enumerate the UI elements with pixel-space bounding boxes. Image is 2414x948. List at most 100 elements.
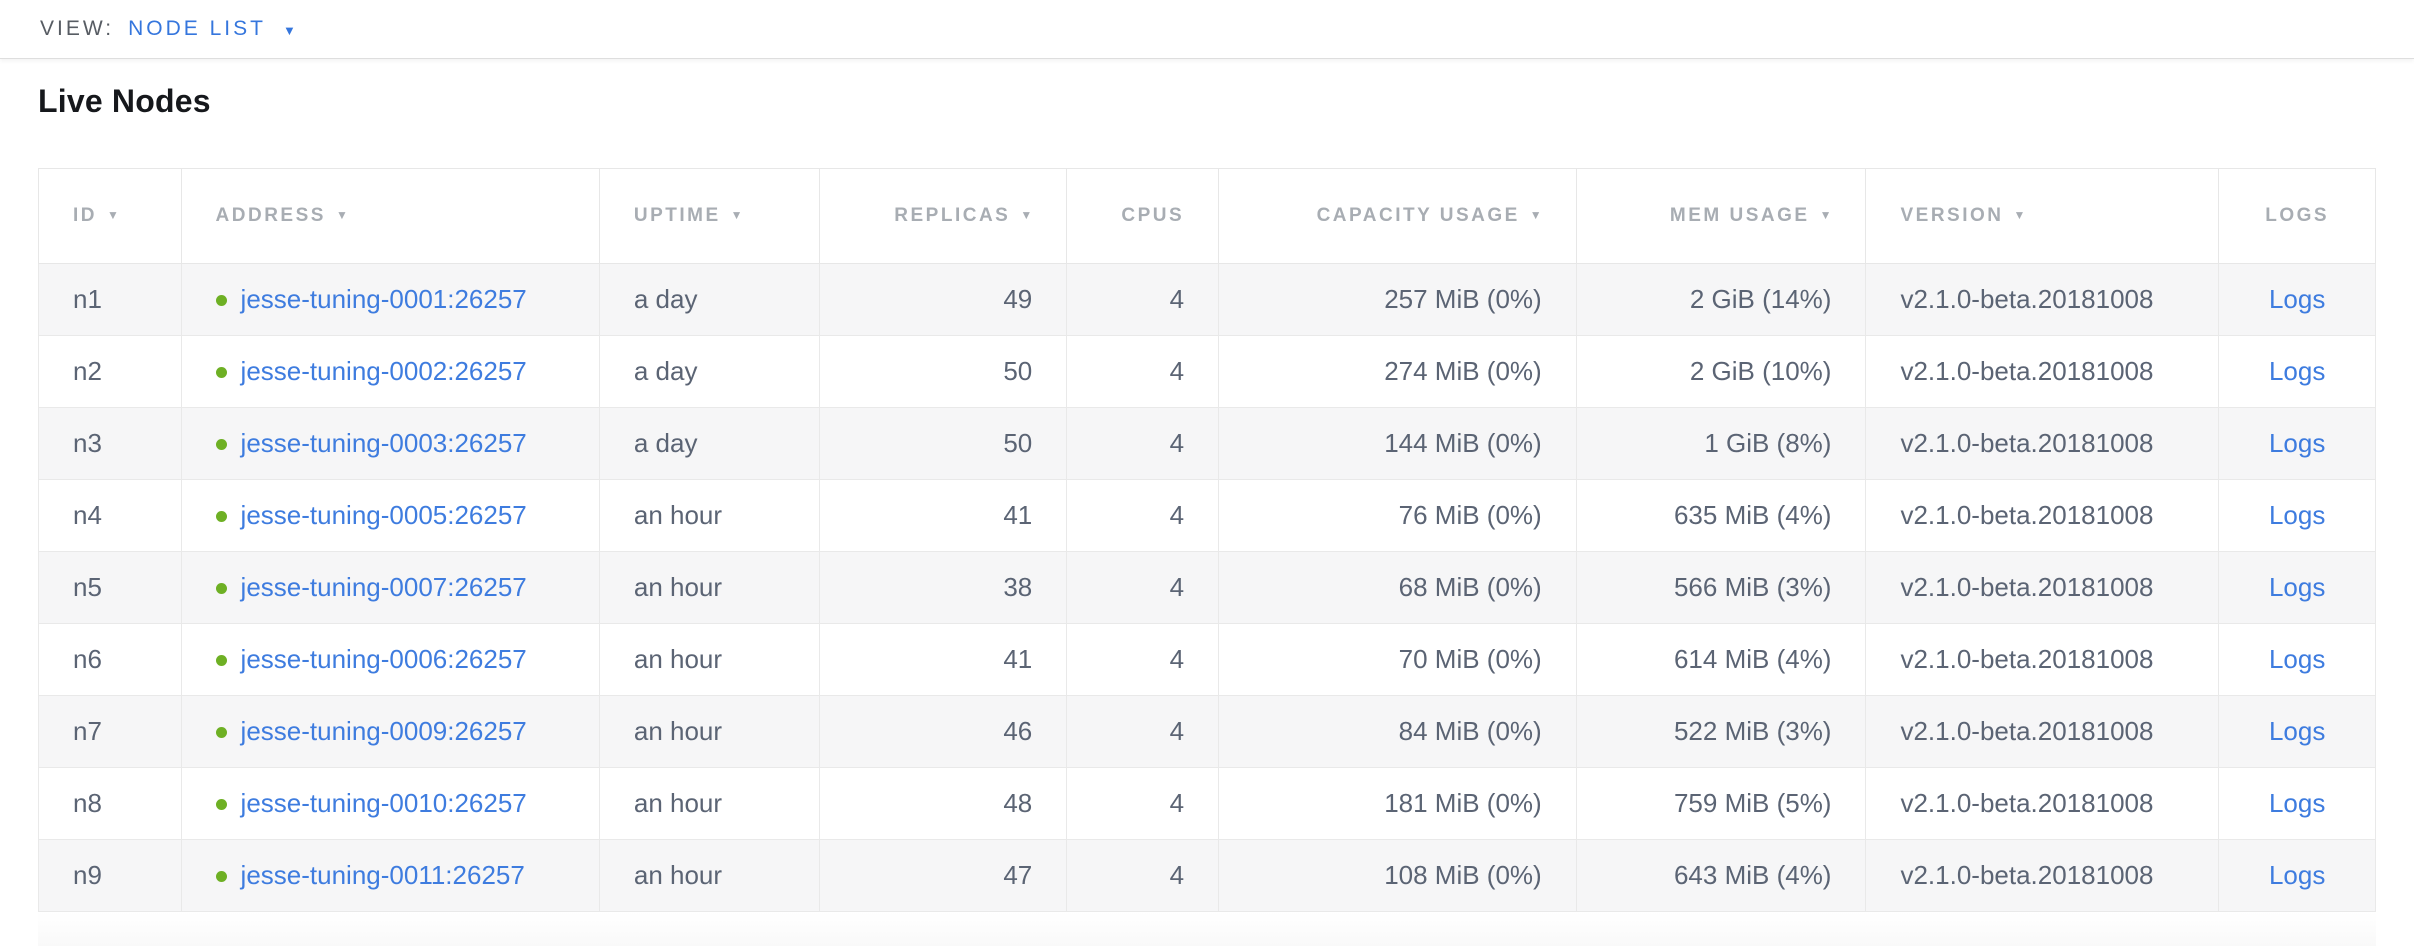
cell-replicas: 46: [818, 695, 1068, 768]
cell-version: v2.1.0-beta.20181008: [1865, 695, 2220, 768]
cell-address: jesse-tuning-0011:26257: [180, 839, 600, 912]
cell-logs: Logs: [2218, 767, 2376, 840]
cell-replicas: 50: [818, 335, 1068, 408]
cell-cpus: 4: [1066, 479, 1220, 552]
column-header-id[interactable]: ID ▼: [38, 168, 182, 264]
table-header-row: ID ▼ ADDRESS ▼ UPTIME ▼ REPLICAS ▼ CPUS CAPACITY …: [38, 168, 2376, 264]
column-label: ADDRESS: [215, 205, 326, 226]
cell-version: v2.1.0-beta.20181008: [1865, 551, 2220, 624]
cell-cpus: 4: [1066, 767, 1220, 840]
logs-link[interactable]: Logs: [2268, 572, 2326, 602]
cell-version: v2.1.0-beta.20181008: [1865, 479, 2220, 552]
sort-desc-icon: ▼: [335, 208, 348, 222]
bottom-fade: [38, 912, 2376, 946]
cell-capacity_usage: 68 MiB (0%): [1218, 551, 1577, 624]
cell-uptime: an hour: [598, 551, 820, 624]
cell-id: n9: [38, 839, 182, 912]
logs-link[interactable]: Logs: [2268, 788, 2326, 818]
node-status-live-dot: [215, 727, 227, 738]
cell-uptime: an hour: [598, 767, 820, 840]
view-dropdown-value: NODE LIST: [128, 17, 266, 40]
sort-desc-icon: ▼: [1819, 208, 1832, 222]
cell-address: jesse-tuning-0002:26257: [180, 335, 600, 408]
column-label: REPLICAS: [894, 205, 1011, 226]
node-address-link[interactable]: jesse-tuning-0005:26257: [240, 500, 527, 530]
cell-address: jesse-tuning-0005:26257: [180, 479, 600, 552]
cell-uptime: a day: [598, 407, 820, 480]
cell-mem_usage: 2 GiB (10%): [1575, 335, 1867, 408]
node-address-link[interactable]: jesse-tuning-0011:26257: [240, 860, 525, 890]
column-header-capacity_usage[interactable]: CAPACITY USAGE ▼: [1218, 168, 1577, 264]
cell-mem_usage: 759 MiB (5%): [1575, 767, 1867, 840]
cell-mem_usage: 2 GiB (14%): [1575, 263, 1867, 336]
cell-cpus: 4: [1066, 839, 1220, 912]
cell-logs: Logs: [2218, 839, 2376, 912]
node-status-live-dot: [215, 655, 227, 666]
logs-link[interactable]: Logs: [2268, 860, 2326, 890]
table-row: n2 jesse-tuning-0002:26257 a day 50 4 274 MiB…: [38, 335, 2376, 408]
cell-capacity_usage: 144 MiB (0%): [1218, 407, 1577, 480]
main-content: Live Nodes ID ▼ ADDRESS ▼ UPTIME ▼ REPLICAS ▼ CP…: [0, 83, 2414, 946]
logs-link[interactable]: Logs: [2268, 716, 2326, 746]
logs-link[interactable]: Logs: [2268, 356, 2326, 386]
logs-link[interactable]: Logs: [2268, 500, 2326, 530]
node-address-link[interactable]: jesse-tuning-0009:26257: [240, 716, 527, 746]
table-row: n8 jesse-tuning-0010:26257 an hour 48 4 181 M…: [38, 767, 2376, 840]
node-status-live-dot: [215, 871, 227, 882]
cell-mem_usage: 1 GiB (8%): [1575, 407, 1867, 480]
cell-replicas: 47: [818, 839, 1068, 912]
column-header-replicas[interactable]: REPLICAS ▼: [818, 168, 1068, 264]
cell-id: n4: [38, 479, 182, 552]
node-status-live-dot: [215, 439, 227, 450]
node-address-link[interactable]: jesse-tuning-0006:26257: [240, 644, 527, 674]
cell-logs: Logs: [2218, 263, 2376, 336]
column-header-logs: LOGS: [2218, 168, 2376, 264]
sort-desc-icon: ▼: [107, 208, 119, 222]
cell-uptime: an hour: [598, 479, 820, 552]
node-status-live-dot: [215, 367, 227, 378]
cell-mem_usage: 643 MiB (4%): [1575, 839, 1867, 912]
node-address-link[interactable]: jesse-tuning-0010:26257: [240, 788, 527, 818]
column-header-uptime[interactable]: UPTIME ▼: [598, 168, 820, 264]
cell-capacity_usage: 76 MiB (0%): [1218, 479, 1577, 552]
cell-address: jesse-tuning-0009:26257: [180, 695, 600, 768]
cell-logs: Logs: [2218, 335, 2376, 408]
chevron-down-icon: ▼: [282, 22, 296, 38]
column-header-address[interactable]: ADDRESS ▼: [180, 168, 600, 264]
cell-mem_usage: 566 MiB (3%): [1575, 551, 1867, 624]
node-address-link[interactable]: jesse-tuning-0007:26257: [240, 572, 527, 602]
cell-version: v2.1.0-beta.20181008: [1865, 335, 2220, 408]
sort-desc-icon: ▼: [1529, 208, 1542, 222]
node-address-link[interactable]: jesse-tuning-0002:26257: [240, 356, 527, 386]
page-title: Live Nodes: [38, 83, 211, 119]
cell-version: v2.1.0-beta.20181008: [1865, 623, 2220, 696]
column-header-version[interactable]: VERSION ▼: [1865, 168, 2220, 264]
node-address-link[interactable]: jesse-tuning-0001:26257: [240, 284, 527, 314]
cell-replicas: 48: [818, 767, 1068, 840]
table-row: n4 jesse-tuning-0005:26257 an hour 41 4 76 Mi…: [38, 479, 2376, 552]
view-dropdown[interactable]: NODE LIST ▼: [128, 17, 296, 41]
cell-replicas: 49: [818, 263, 1068, 336]
logs-link[interactable]: Logs: [2268, 428, 2326, 458]
cell-address: jesse-tuning-0010:26257: [180, 767, 600, 840]
column-header-mem_usage[interactable]: MEM USAGE ▼: [1575, 168, 1867, 264]
live-nodes-table: ID ▼ ADDRESS ▼ UPTIME ▼ REPLICAS ▼ CPUS CAPACITY …: [38, 168, 2376, 912]
cell-version: v2.1.0-beta.20181008: [1865, 839, 2220, 912]
cell-logs: Logs: [2218, 695, 2376, 768]
cell-capacity_usage: 257 MiB (0%): [1218, 263, 1577, 336]
node-status-live-dot: [215, 511, 227, 522]
cell-version: v2.1.0-beta.20181008: [1865, 263, 2220, 336]
cell-capacity_usage: 70 MiB (0%): [1218, 623, 1577, 696]
cell-id: n3: [38, 407, 182, 480]
logs-link[interactable]: Logs: [2268, 284, 2326, 314]
cell-id: n2: [38, 335, 182, 408]
cell-address: jesse-tuning-0006:26257: [180, 623, 600, 696]
column-label: VERSION: [1900, 205, 2004, 226]
logs-link[interactable]: Logs: [2268, 644, 2326, 674]
cell-mem_usage: 635 MiB (4%): [1575, 479, 1867, 552]
node-address-link[interactable]: jesse-tuning-0003:26257: [240, 428, 527, 458]
sort-desc-icon: ▼: [2013, 208, 2026, 222]
cell-replicas: 41: [818, 623, 1068, 696]
table-row: n9 jesse-tuning-0011:26257 an hour 47 4 108 M…: [38, 839, 2376, 912]
table-row: n1 jesse-tuning-0001:26257 a day 49 4 257 MiB…: [38, 263, 2376, 336]
